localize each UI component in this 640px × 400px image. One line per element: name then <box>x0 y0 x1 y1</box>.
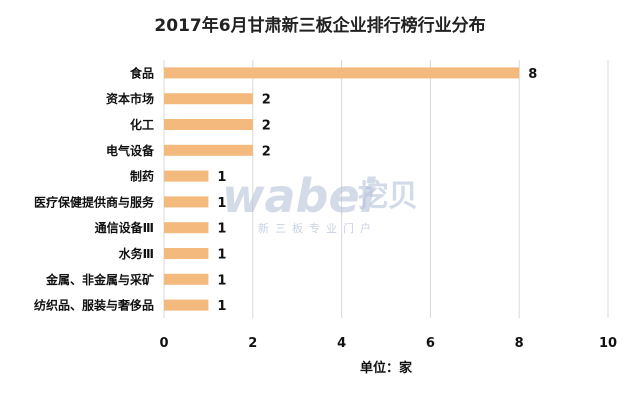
data-label: 1 <box>217 170 226 185</box>
x-axis-title: 单位：家 <box>360 360 413 376</box>
bar <box>164 170 209 182</box>
x-tick-label: 10 <box>599 336 617 351</box>
data-label: 1 <box>217 222 226 237</box>
bar <box>164 67 520 79</box>
bar <box>164 144 253 156</box>
data-label: 1 <box>217 273 226 288</box>
chart-title: 2017年6月甘肃新三板企业排行榜行业分布 <box>154 15 485 36</box>
data-label: 8 <box>528 67 537 82</box>
category-label: 资本市场 <box>106 91 154 106</box>
category-label: 电气设备 <box>106 143 155 158</box>
category-label: 通信设备Ⅲ <box>95 220 154 235</box>
watermark-brand-cn: 挖贝 <box>358 179 418 214</box>
x-tick-label: 4 <box>337 336 346 351</box>
bar <box>164 273 209 285</box>
category-label: 化工 <box>130 117 154 132</box>
data-label: 2 <box>262 93 271 108</box>
category-label: 纺织品、服装与奢侈品 <box>34 298 154 313</box>
category-label: 制药 <box>130 169 154 184</box>
bar-group <box>164 67 520 311</box>
data-label: 2 <box>262 119 271 134</box>
bar <box>164 248 209 259</box>
watermark: wabei 挖贝 新三板专业门户 <box>222 169 418 235</box>
x-tick-label: 2 <box>248 336 257 351</box>
data-label: 1 <box>217 196 226 211</box>
bar <box>164 222 209 234</box>
data-labels: 8 2 2 2 1 1 1 1 1 1 <box>217 67 537 314</box>
category-label: 金属、非金属与采矿 <box>45 272 154 287</box>
bar <box>164 299 209 311</box>
data-label: 2 <box>262 144 271 159</box>
watermark-brand: wabei <box>222 169 377 223</box>
x-tick-label: 6 <box>426 336 435 351</box>
category-label: 医疗保健提供商与服务 <box>34 194 155 209</box>
x-tick-labels: 0 2 4 6 8 10 <box>159 336 617 351</box>
category-label: 水务Ⅲ <box>119 246 154 261</box>
bar <box>164 119 253 130</box>
bar <box>164 93 253 105</box>
data-label: 1 <box>217 248 226 263</box>
watermark-tagline: 新三板专业门户 <box>258 221 377 235</box>
bar <box>164 196 209 208</box>
data-label: 1 <box>217 299 226 314</box>
x-tick-label: 0 <box>159 336 168 351</box>
category-label: 食品 <box>129 65 154 80</box>
x-tick-label: 8 <box>515 336 524 351</box>
